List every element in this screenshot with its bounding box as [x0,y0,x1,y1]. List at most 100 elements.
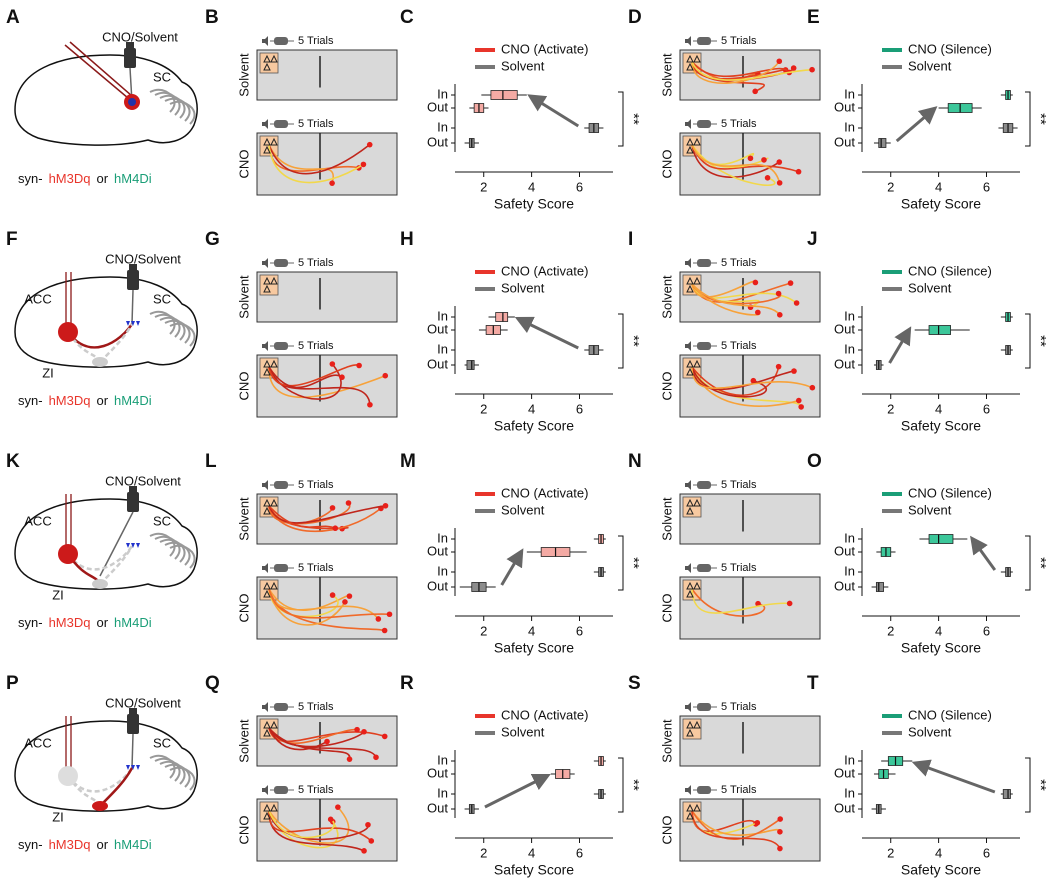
group-label: Solvent [236,275,251,319]
end-point [752,88,758,95]
x-tick-label: 4 [935,845,942,860]
trajectory [691,366,768,398]
end-point [777,845,783,852]
trajectory [691,61,813,81]
start-marker [263,589,271,598]
trajectory [691,366,802,408]
start-marker [263,145,271,154]
x-tick-label: 6 [576,845,583,860]
construct-prefix: syn- [18,615,43,630]
start-marker [263,506,271,515]
end-point [754,819,761,826]
zi-label: ZI [52,809,64,824]
panel-letter: N [628,451,642,472]
start-marker [263,276,271,285]
trajectory [268,144,335,184]
x-axis-label: Safety Score [901,862,981,878]
terminal [126,543,130,548]
trajectory [691,60,780,84]
drug-label: CNO/Solvent [105,473,181,488]
start-marker [263,811,271,820]
end-point [790,65,797,71]
group-label: Solvent [236,497,251,541]
box [466,360,475,370]
acc-site [58,766,78,786]
end-point [752,279,759,286]
construct-activate: hM3Dq [49,837,91,852]
group-label: Solvent [659,275,674,319]
construct-prefix: syn- [18,171,43,186]
legend-label: Solvent [908,280,952,295]
arena [256,49,398,101]
start-marker [263,359,271,368]
panel-letter: A [6,7,20,28]
construct-prefix: syn- [18,837,43,852]
construct-label: syn-hM3Dq or hM4Di [18,393,152,408]
x-tick-label: 2 [887,623,894,638]
group-label: CNO [236,594,251,623]
drug-label: CNO/Solvent [102,29,178,44]
box [928,534,954,544]
end-point [747,155,754,162]
start-marker [693,276,701,285]
y-tick-label: Out [834,578,855,593]
syringe [127,714,139,734]
trajectory [691,810,781,849]
trials-label: 5 Trials [298,118,334,130]
x-axis-label: Safety Score [494,862,574,878]
effect-arrow [514,316,579,350]
trials-label: 5 Trials [298,35,334,47]
construct-silence: hM4Di [114,393,152,408]
end-point [356,362,362,369]
start-marker [270,54,278,63]
x-tick-label: 2 [480,401,487,416]
end-point [335,804,341,810]
significance: ** [1032,113,1049,125]
significance-bracket [1025,535,1031,591]
trials-label: 5 Trials [721,35,757,47]
electrode [69,41,133,97]
end-point [329,592,336,598]
legend-label: CNO (Silence) [908,485,992,500]
x-tick-label: 4 [528,623,535,638]
box [495,312,509,322]
y-tick-label: Out [834,321,855,336]
start-marker [270,498,278,507]
x-tick-label: 6 [576,623,583,638]
group-label: Solvent [659,719,674,763]
speaker-icon [685,119,691,129]
y-tick-label: In [844,785,855,800]
start-marker [686,728,694,737]
end-point [755,309,761,316]
trajectory [691,144,781,184]
trajectory [268,810,372,842]
start-marker [686,62,694,71]
construct-activate: hM3Dq [49,393,91,408]
acc-site [58,322,78,342]
sc-label: SC [153,291,171,306]
cannula [131,733,134,769]
legend-label: CNO (Activate) [501,41,588,56]
significance: ** [625,335,642,347]
start-marker [263,498,271,507]
start-marker [693,720,701,729]
speaker-icon [685,480,691,490]
box [490,90,518,100]
panel-letter: I [628,229,633,250]
group-label: CNO [236,372,251,401]
start-marker [686,720,694,729]
terminal [126,765,130,770]
end-point [777,828,783,835]
speaker-icon [262,119,268,129]
cerebellum-fold [169,544,196,569]
y-tick-label: Out [427,800,448,815]
group-label: Solvent [659,53,674,97]
start-marker [263,54,271,63]
panel-letter: L [205,451,217,472]
y-tick-label: Out [834,134,855,149]
end-point [795,397,802,404]
panel-letter: P [6,673,19,694]
x-axis-label: Safety Score [901,418,981,434]
trials-label: 5 Trials [298,340,334,352]
end-point [342,599,348,605]
